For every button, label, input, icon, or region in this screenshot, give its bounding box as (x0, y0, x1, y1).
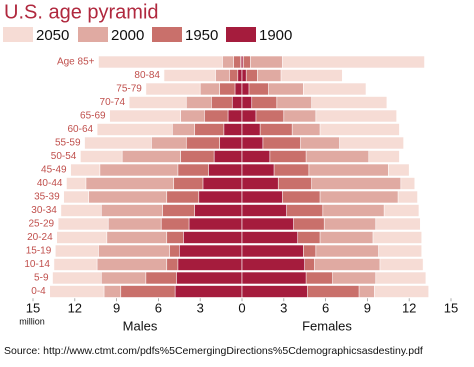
bar-male (223, 123, 243, 136)
age-label: 55-59 (55, 138, 81, 149)
bar-female (241, 204, 287, 217)
chart-title: U.S. age pyramid (4, 1, 159, 23)
females-label: Females (302, 318, 352, 333)
age-label: 45-49 (41, 165, 67, 176)
bar-female (241, 190, 283, 204)
legend-swatch (152, 27, 182, 42)
age-label: 40-44 (37, 178, 63, 189)
age-label: 65-69 (80, 111, 106, 122)
x-tick-label: 0 (238, 300, 245, 315)
legend-swatch (78, 27, 108, 42)
bar-female (241, 109, 257, 123)
bar-female (241, 285, 308, 298)
bar-female (241, 217, 294, 231)
legend-swatch (226, 27, 256, 42)
bar-male (202, 177, 243, 190)
legend-swatch (3, 27, 33, 42)
bar-male (234, 82, 243, 96)
bar-male (98, 55, 243, 69)
bar-female (241, 69, 247, 82)
age-label: 25-29 (29, 219, 55, 230)
x-tick-label: 9 (113, 300, 120, 315)
age-label: 10-14 (24, 259, 50, 270)
bar-male (177, 258, 243, 271)
bar-male (194, 204, 243, 217)
bar-male (198, 190, 243, 204)
legend-label: 1950 (185, 27, 218, 44)
males-label: Males (123, 318, 158, 333)
bar-male (227, 109, 243, 123)
x-tick-label: 6 (155, 300, 162, 315)
bar-male (237, 69, 243, 82)
x-tick-label: 15 (444, 300, 458, 315)
x-tick-label: 3 (197, 300, 204, 315)
legend-label: 2050 (36, 27, 69, 44)
source: Source: http://www.ctmt.com/pdfs%5Cemerg… (4, 345, 423, 357)
bar-female (241, 82, 250, 96)
bar-female (241, 55, 244, 69)
bar-female (241, 150, 271, 163)
x-tick-label: 12 (68, 300, 82, 315)
x-tick-label: 6 (322, 300, 329, 315)
age-label: 35-39 (34, 192, 60, 203)
bar-male (183, 231, 243, 244)
legend-label: 1900 (259, 27, 292, 44)
x-tick-label: 15 (26, 300, 40, 315)
x-tick-label: 12 (402, 300, 416, 315)
bar-female (241, 177, 279, 190)
age-label: Age 85+ (57, 57, 95, 68)
age-label: 50-54 (51, 151, 77, 162)
bar-female (241, 163, 275, 177)
legend-label: 2000 (111, 27, 144, 44)
bar-female (241, 271, 307, 285)
bar-female (241, 258, 306, 271)
bar-female (241, 231, 299, 244)
age-label: 75-79 (116, 84, 142, 95)
bar-male (176, 271, 243, 285)
bar-male (219, 136, 243, 150)
bar-female (241, 244, 304, 258)
age-label: 30-34 (31, 205, 57, 216)
age-label: 70-74 (100, 97, 126, 108)
age-label: 80-84 (134, 70, 160, 81)
bar-female (241, 123, 261, 136)
x-unit: million (19, 316, 45, 326)
bar-male (188, 217, 243, 231)
bar-male (208, 163, 243, 177)
bar-female (241, 136, 264, 150)
bar-male (179, 244, 243, 258)
bar-male (213, 150, 243, 163)
x-tick-label: 9 (364, 300, 371, 315)
age-label: 20-24 (27, 232, 53, 243)
bar-female (241, 96, 253, 109)
bar-male (174, 285, 243, 298)
bar-male (231, 96, 243, 109)
age-label: 0-4 (31, 286, 46, 297)
age-label: 60-64 (68, 124, 94, 135)
x-tick-label: 3 (280, 300, 287, 315)
age-label: 15-19 (26, 246, 52, 257)
age-label: 5-9 (34, 273, 49, 284)
